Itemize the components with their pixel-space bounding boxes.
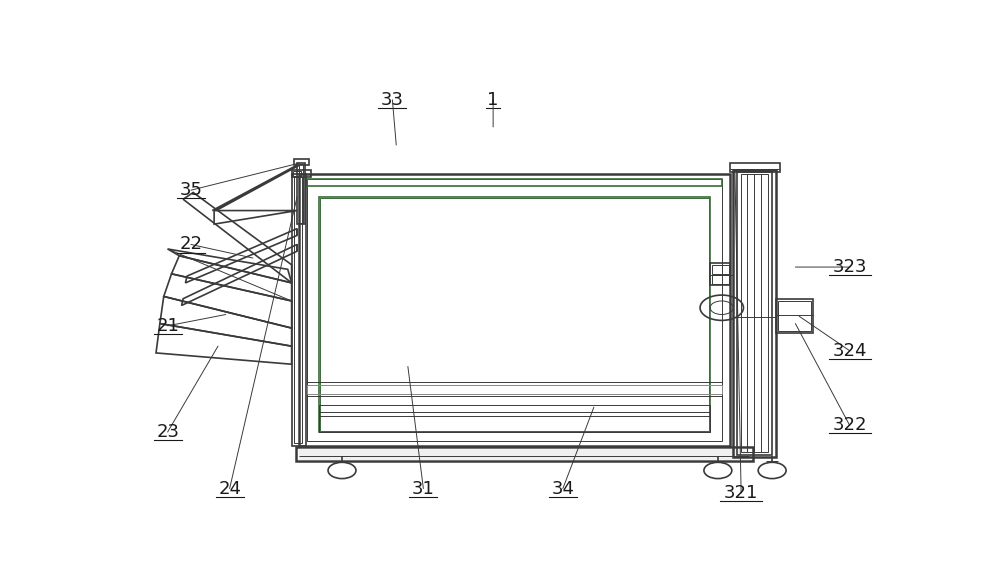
Bar bbox=[297, 163, 305, 224]
Bar bbox=[741, 174, 768, 453]
Bar bbox=[299, 448, 749, 460]
Text: 1: 1 bbox=[487, 91, 499, 109]
Bar bbox=[710, 262, 730, 285]
Bar bbox=[712, 275, 729, 284]
Bar bbox=[292, 170, 311, 177]
Bar bbox=[294, 158, 309, 166]
Bar bbox=[307, 179, 722, 185]
Text: 21: 21 bbox=[156, 317, 179, 335]
Bar bbox=[319, 197, 710, 432]
Text: 22: 22 bbox=[179, 235, 202, 254]
Bar bbox=[776, 299, 813, 333]
Bar bbox=[294, 177, 302, 443]
Bar bbox=[292, 174, 306, 446]
Text: 31: 31 bbox=[412, 480, 435, 498]
Bar bbox=[296, 447, 753, 461]
Text: 35: 35 bbox=[179, 181, 202, 199]
Bar bbox=[299, 164, 303, 223]
Bar bbox=[320, 198, 709, 431]
Text: 33: 33 bbox=[381, 91, 404, 109]
Bar bbox=[299, 174, 730, 446]
Bar bbox=[737, 172, 772, 454]
Text: 322: 322 bbox=[832, 416, 867, 434]
Bar bbox=[307, 386, 722, 394]
Text: 23: 23 bbox=[156, 423, 179, 441]
Text: 323: 323 bbox=[832, 258, 867, 276]
Text: 324: 324 bbox=[832, 342, 867, 360]
Bar bbox=[307, 179, 722, 441]
Bar bbox=[293, 171, 301, 176]
Bar bbox=[712, 265, 729, 274]
Bar bbox=[733, 170, 776, 457]
Bar bbox=[730, 163, 780, 172]
Text: 34: 34 bbox=[551, 480, 574, 498]
Bar bbox=[778, 301, 811, 331]
Bar bbox=[307, 382, 722, 396]
Bar bbox=[319, 405, 710, 432]
Text: 24: 24 bbox=[218, 480, 241, 498]
Text: 321: 321 bbox=[724, 484, 758, 502]
